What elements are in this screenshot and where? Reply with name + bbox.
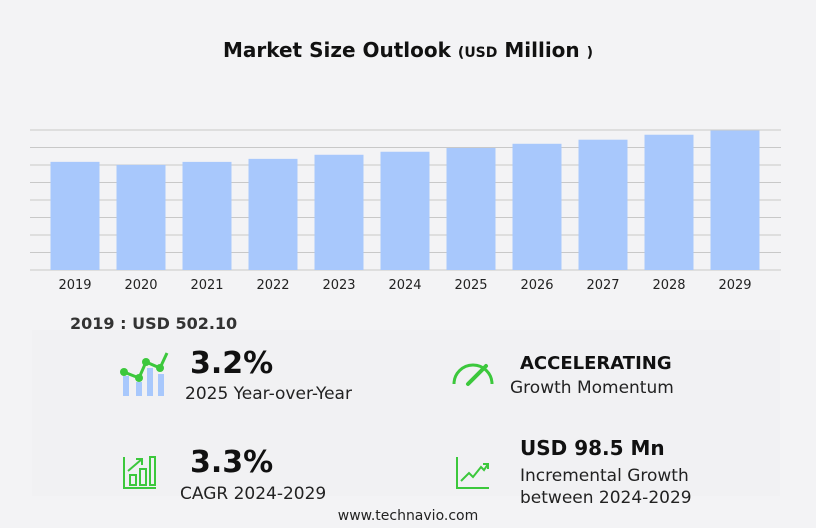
bar-2026 (512, 143, 562, 270)
incremental-label: Incremental Growth (520, 466, 689, 486)
incremental-growth-icon (456, 457, 489, 489)
bar-2025 (446, 147, 496, 270)
x-tick-label: 2020 (124, 278, 157, 293)
footer-url: www.technavio.com (337, 508, 479, 524)
base-year-value: 2019 : USD 502.10 (70, 314, 238, 333)
unit-currency: USD (464, 45, 498, 61)
unit-scale: Million (504, 38, 580, 62)
x-tick-label: 2019 (58, 278, 91, 293)
x-tick-label: 2029 (718, 278, 751, 293)
cagr-value: 3.3% (190, 445, 274, 480)
incremental-period: between 2024-2029 (520, 488, 692, 508)
x-tick-label: 2022 (256, 278, 289, 293)
x-tick-label: 2026 (520, 278, 553, 293)
paren: ) (586, 45, 594, 61)
x-tick-label: 2024 (388, 278, 421, 293)
bar-2027 (578, 139, 628, 270)
speedometer-icon (452, 363, 494, 386)
growth-chart-icon (120, 352, 169, 396)
bar-2029 (710, 130, 760, 270)
bar-2023 (314, 154, 364, 270)
yoy-label: 2025 Year-over-Year (185, 384, 352, 404)
x-tick-label: 2021 (190, 278, 223, 293)
bar-2024 (380, 151, 430, 270)
stats-panel (32, 330, 780, 496)
incremental-value: USD 98.5 Mn (520, 436, 665, 460)
bar-chart: 2019 2020 2021 2022 2023 2024 2025 2026 2027 2028… (30, 129, 781, 293)
bar-2028 (644, 134, 694, 270)
x-tick-label: 2025 (454, 278, 487, 293)
cagr-label: CAGR 2024-2029 (180, 484, 327, 504)
bar-2019 (50, 161, 100, 270)
x-tick-label: 2027 (586, 278, 619, 293)
chart-title: Market Size Outlook (USD Million ) (0, 38, 816, 62)
cagr-icon (123, 456, 156, 489)
x-tick-label: 2023 (322, 278, 355, 293)
bar-2022 (248, 158, 298, 270)
title-main: Market Size Outlook (222, 38, 451, 62)
momentum-value: ACCELERATING (520, 353, 672, 374)
paren: ( (457, 45, 465, 61)
momentum-label: Growth Momentum (510, 378, 674, 398)
bar-2020 (116, 164, 166, 270)
x-tick-label: 2028 (652, 278, 685, 293)
yoy-value: 3.2% (190, 346, 274, 381)
bar-2021 (182, 161, 232, 270)
